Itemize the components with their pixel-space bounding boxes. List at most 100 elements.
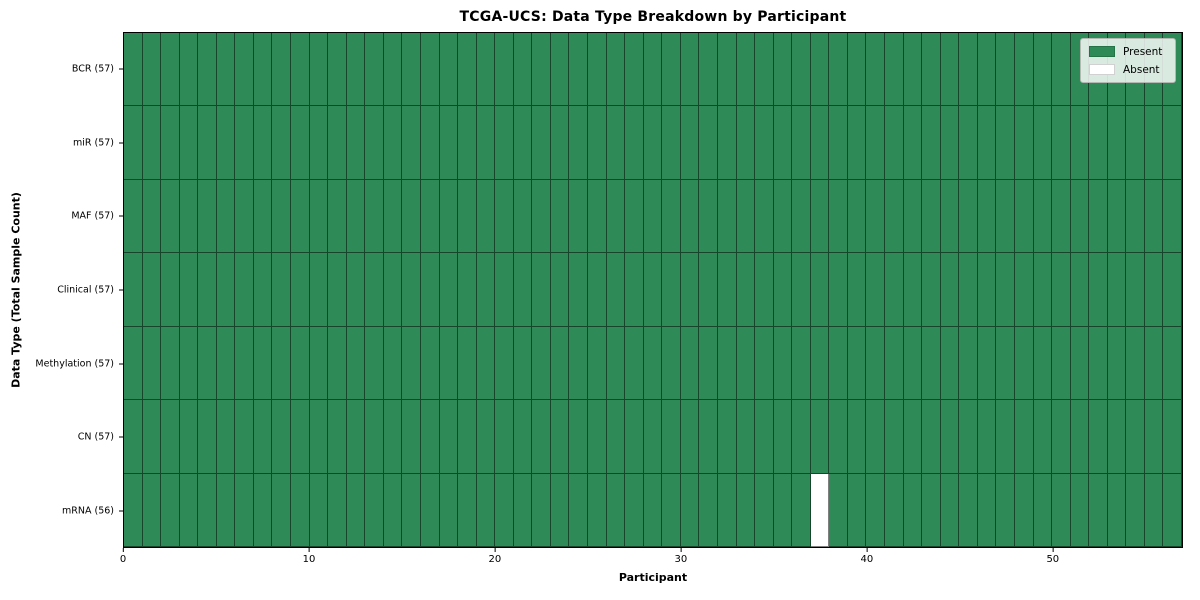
heatmap-cell xyxy=(402,326,421,401)
heatmap-cell xyxy=(216,326,236,401)
heatmap-cell xyxy=(161,473,180,547)
heatmap-cell xyxy=(253,473,273,547)
heatmap-cell xyxy=(680,179,700,254)
heatmap-cell xyxy=(309,253,329,327)
legend-item: Absent xyxy=(1089,63,1167,76)
heatmap-cell xyxy=(124,33,143,107)
heatmap-cell xyxy=(550,106,570,180)
heatmap-cell xyxy=(977,33,997,107)
heatmap-cell xyxy=(365,400,384,474)
heatmap-cell xyxy=(198,326,217,401)
heatmap-cell xyxy=(291,326,310,401)
heatmap-cell xyxy=(328,253,347,327)
heatmap-cell xyxy=(736,106,756,180)
heatmap-cell xyxy=(1014,253,1034,327)
heatmap-cell xyxy=(680,33,700,107)
legend-item: Present xyxy=(1089,46,1167,58)
heatmap-cell xyxy=(680,473,700,547)
heatmap-cell xyxy=(124,106,143,180)
heatmap-cell xyxy=(458,400,477,474)
heatmap-cell xyxy=(792,400,811,474)
heatmap-cell xyxy=(755,253,774,327)
heatmap-cell xyxy=(847,33,867,107)
heatmap-cell xyxy=(736,326,756,401)
heatmap-cell xyxy=(328,326,347,401)
heatmap-cell xyxy=(977,473,997,547)
heatmap-cell xyxy=(420,253,440,327)
heatmap-cell xyxy=(662,106,681,180)
heatmap-cell xyxy=(179,400,199,474)
heatmap-cell xyxy=(1052,473,1071,547)
heatmap-cell xyxy=(736,473,756,547)
heatmap-cell xyxy=(829,326,848,401)
legend-swatch-present xyxy=(1089,46,1115,58)
heatmap-cell xyxy=(755,326,774,401)
heatmap-cell xyxy=(866,33,886,107)
heatmap-cell xyxy=(922,473,941,547)
heatmap-cell xyxy=(736,179,756,254)
heatmap-cell xyxy=(513,253,533,327)
heatmap-cell xyxy=(996,33,1015,107)
heatmap-cell xyxy=(588,473,607,547)
heatmap-cell xyxy=(1052,326,1071,401)
heatmap-cell xyxy=(216,33,236,107)
heatmap-cell xyxy=(216,179,236,254)
heatmap-cell xyxy=(402,253,421,327)
heatmap-cell xyxy=(829,473,848,547)
heatmap-cell xyxy=(699,400,718,474)
heatmap-cell xyxy=(569,253,589,327)
heatmap-cell xyxy=(1126,179,1145,254)
heatmap-cell-absent xyxy=(810,473,830,547)
heatmap-cell xyxy=(977,253,997,327)
heatmap-cell xyxy=(476,106,496,180)
heatmap-cell xyxy=(216,473,236,547)
heatmap-cell xyxy=(885,179,904,254)
heatmap-cell xyxy=(1089,253,1108,327)
heatmap-cell xyxy=(940,326,960,401)
heatmap-cell xyxy=(922,400,941,474)
heatmap-cell xyxy=(1126,253,1145,327)
heatmap-cell xyxy=(1033,473,1053,547)
heatmap-cell xyxy=(847,400,867,474)
heatmap-cell xyxy=(383,179,403,254)
heatmap-cell xyxy=(532,106,551,180)
heatmap-cell xyxy=(662,326,681,401)
heatmap-cell xyxy=(699,326,718,401)
x-tick-label: 30 xyxy=(674,554,688,565)
heatmap-cell xyxy=(1014,400,1034,474)
heatmap-cell xyxy=(569,473,589,547)
heatmap-cell xyxy=(829,179,848,254)
heatmap-cell xyxy=(755,33,774,107)
heatmap-cell xyxy=(476,473,496,547)
y-tick-mark xyxy=(119,510,123,512)
heatmap-cell xyxy=(235,473,254,547)
x-tick-mark xyxy=(866,548,868,552)
heatmap-cell xyxy=(253,400,273,474)
x-tick: 10 xyxy=(303,548,315,565)
y-axis-ticks: BCR (57) miR (57) MAF (57) Clinical (57) Met… xyxy=(0,32,123,548)
heatmap-cell xyxy=(1126,473,1145,547)
heatmap-cell xyxy=(532,33,551,107)
heatmap-cell xyxy=(328,179,347,254)
heatmap-cell xyxy=(124,253,143,327)
plot-area: Present Absent xyxy=(123,32,1183,548)
heatmap-cell xyxy=(402,400,421,474)
heatmap-cell xyxy=(235,326,254,401)
heatmap-cell xyxy=(420,179,440,254)
heatmap-cell xyxy=(365,106,384,180)
chart-title: TCGA-UCS: Data Type Breakdown by Partici… xyxy=(459,9,847,25)
heatmap-cell xyxy=(1163,400,1182,474)
heatmap-cell xyxy=(1163,326,1182,401)
y-tick-mark xyxy=(119,68,123,70)
heatmap-cell xyxy=(792,179,811,254)
heatmap-cell xyxy=(1033,106,1053,180)
heatmap-cell xyxy=(1089,106,1108,180)
heatmap-cell xyxy=(903,473,923,547)
heatmap-cell xyxy=(439,106,459,180)
heatmap-cell xyxy=(792,33,811,107)
heatmap-cell xyxy=(996,253,1015,327)
heatmap-cell xyxy=(922,179,941,254)
heatmap-cell xyxy=(235,33,254,107)
heatmap-cell xyxy=(420,473,440,547)
